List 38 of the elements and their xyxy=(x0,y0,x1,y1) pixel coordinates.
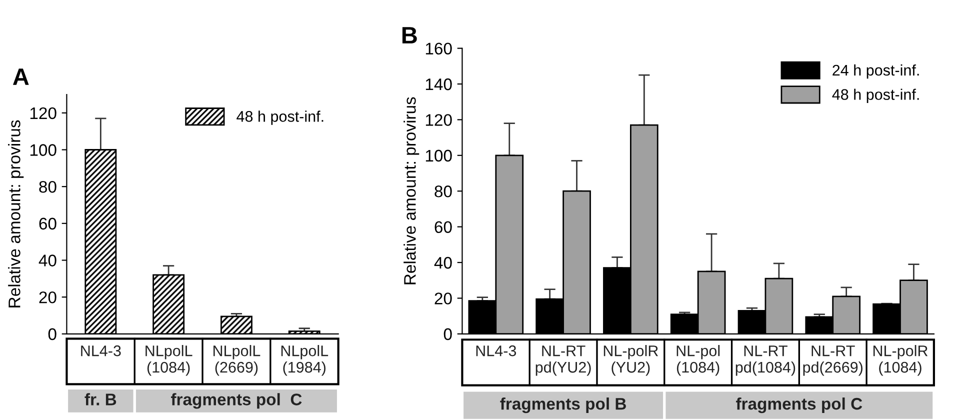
x-tick-label: NL-polR (YU2) xyxy=(604,345,658,376)
y-tick-label: 100 xyxy=(30,144,56,156)
y-tick-label: 20 xyxy=(434,292,452,304)
text: fragments pol B xyxy=(500,397,626,414)
y-axis-title: Relative amount: provirus xyxy=(8,120,24,308)
y-tick-label: 120 xyxy=(426,114,452,126)
legend-label: 48 h post-inf. xyxy=(832,88,919,103)
x-tick-label: NL-pol (1084) xyxy=(676,345,720,376)
x-tick-label: NL4-3 xyxy=(81,345,121,356)
legend-label: 48 h post-inf. xyxy=(236,110,324,125)
y-axis-title: Relative amount: provirus xyxy=(404,97,420,284)
x-tick-label: NLpolL (1984) xyxy=(281,345,328,376)
y-tick-label: 60 xyxy=(434,221,452,234)
y-tick-label: 140 xyxy=(426,78,452,90)
y-tick-label: 40 xyxy=(434,256,452,269)
legend-label: 24 h post-inf. xyxy=(832,64,919,79)
x-tick-label: NL-RT pd(1084) xyxy=(736,346,796,376)
y-tick-label: 80 xyxy=(39,180,56,193)
x-tick-label: NLpolL (2669) xyxy=(214,345,260,376)
text: fr. B xyxy=(84,393,116,406)
x-tick-label: NL-polR (1084) xyxy=(873,345,928,376)
chart-title: B xyxy=(402,27,417,44)
y-tick-label: 0 xyxy=(48,328,56,340)
y-tick-label: 100 xyxy=(426,150,452,162)
y-tick-label: 60 xyxy=(39,218,56,230)
text: fragments pol C xyxy=(736,397,862,414)
text: fragments pol C xyxy=(171,393,302,409)
x-tick-label: NL-RT pd(YU2) xyxy=(536,346,591,376)
x-tick-label: NLpolL (1084) xyxy=(146,345,192,376)
y-tick-label: 120 xyxy=(30,107,56,120)
y-tick-label: 40 xyxy=(38,254,56,266)
y-tick-label: 20 xyxy=(39,291,56,304)
chart-title: A xyxy=(12,68,29,85)
x-tick-label: NL4-3 xyxy=(476,345,516,356)
x-tick-label: NL-RT pd(2669) xyxy=(803,346,862,376)
y-tick-label: 80 xyxy=(434,186,452,198)
y-tick-label: 160 xyxy=(426,42,452,55)
y-tick-label: 0 xyxy=(444,328,452,340)
